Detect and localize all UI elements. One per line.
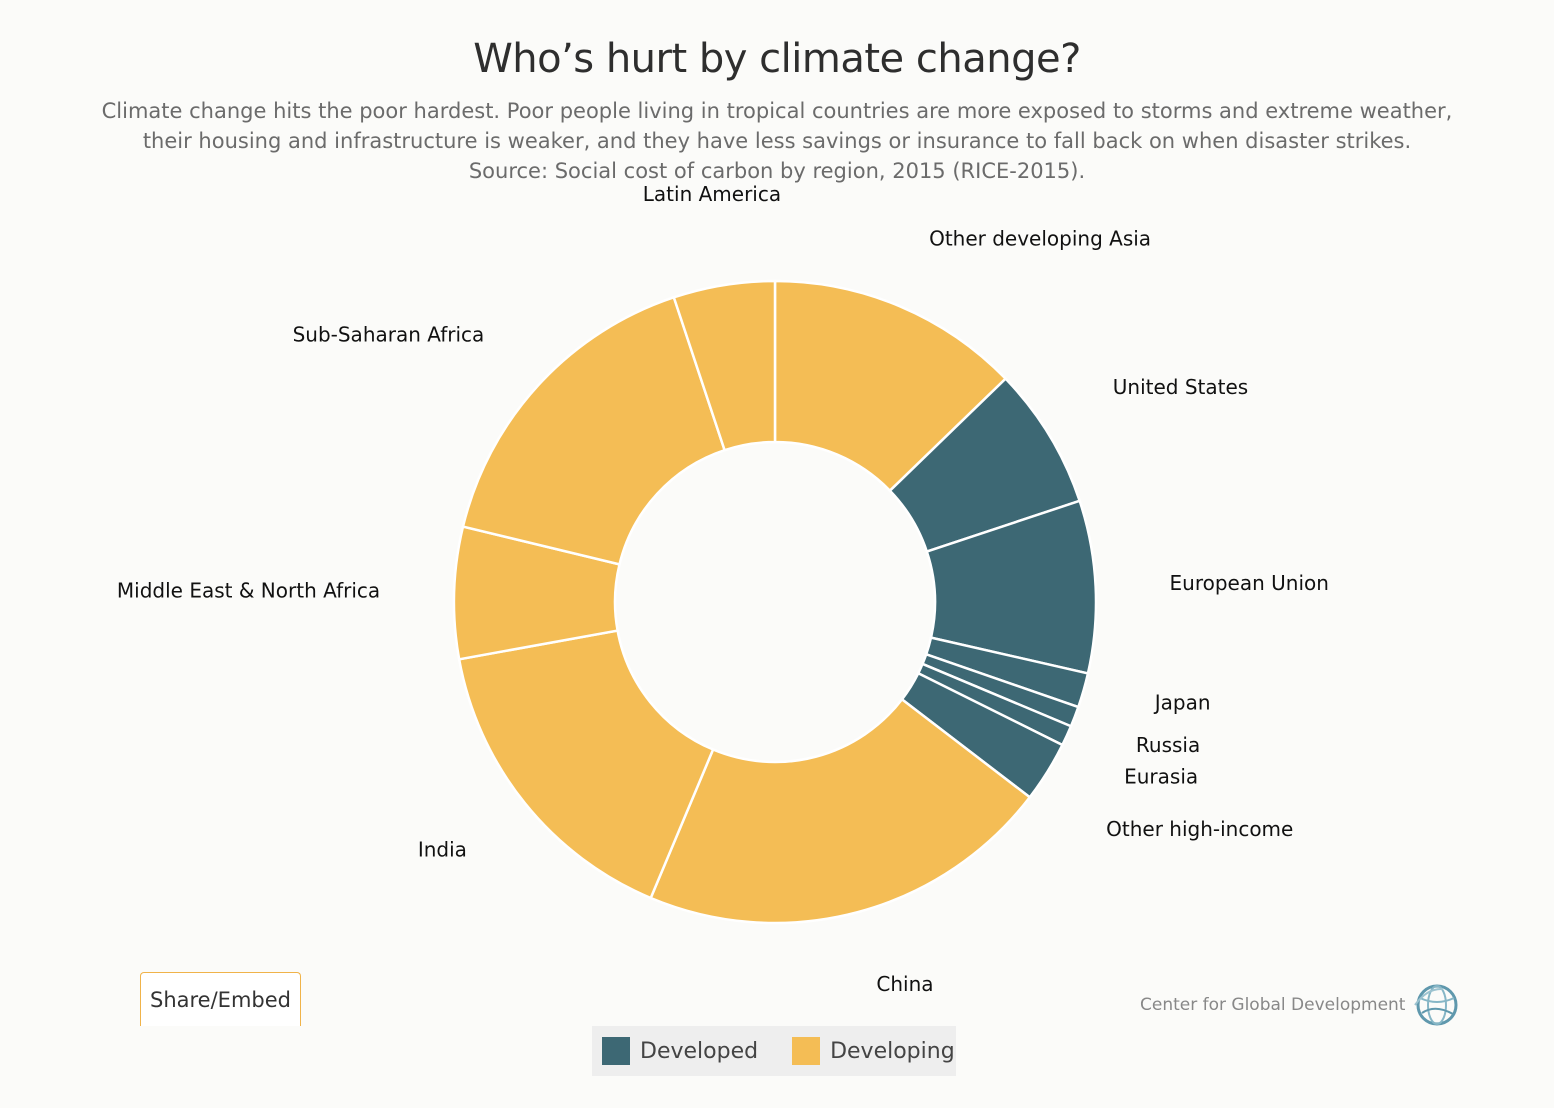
subtitle-line: Climate change hits the poor hardest. Po… [101,99,1453,123]
slice-latin-america[interactable] [672,279,777,452]
slice-sub-saharan-africa[interactable] [461,295,727,566]
globe-icon [1414,984,1458,1026]
subtitle-line: their housing and infrastructure is weak… [142,129,1412,153]
slice-label: Sub-Saharan Africa [293,323,485,347]
slice-labels: Other developing Asia United States Europe… [117,182,1329,996]
slice-label: Eurasia [1124,765,1198,789]
subtitle-source: Source: Social cost of carbon by region,… [468,159,1086,183]
slice-china[interactable] [649,697,1032,925]
legend-swatch-developing [792,1037,821,1065]
chart-subtitle: Climate change hits the poor hardest. Po… [77,96,1477,186]
legend-item-developed[interactable]: Developed [602,1037,758,1065]
legend-swatch-developed [602,1037,630,1065]
slice-label: India [418,837,467,861]
legend: Developed Developing [592,1026,956,1076]
slice-label: China [876,972,933,996]
slice-india[interactable] [457,629,715,900]
slice-label: Russia [1136,733,1200,757]
chart-title: Who’s hurt by climate change? [473,36,1081,82]
slice-label: European Union [1170,571,1329,595]
share-embed-button[interactable]: Share/Embed [140,972,301,1026]
slice-other-developing-asia[interactable] [773,279,1008,493]
legend-label: Developed [640,1038,759,1064]
slice-label: United States [1113,375,1248,399]
slice-label: Other developing Asia [929,226,1151,250]
legend-label: Developing [830,1038,955,1064]
slice-label: Japan [1153,691,1211,715]
slice-label: Latin America [643,182,781,206]
legend-item-developing[interactable]: Developing [792,1037,955,1065]
slice-label: Other high-income [1106,817,1293,841]
brand-name: Center for Global Development [1140,995,1406,1015]
donut-chart: Other developing Asia United States Europe… [117,182,1329,996]
donut-slices [452,279,1098,925]
slice-label: Middle East & North Africa [117,579,380,603]
brand[interactable]: Center for Global Development [1140,982,1461,1028]
